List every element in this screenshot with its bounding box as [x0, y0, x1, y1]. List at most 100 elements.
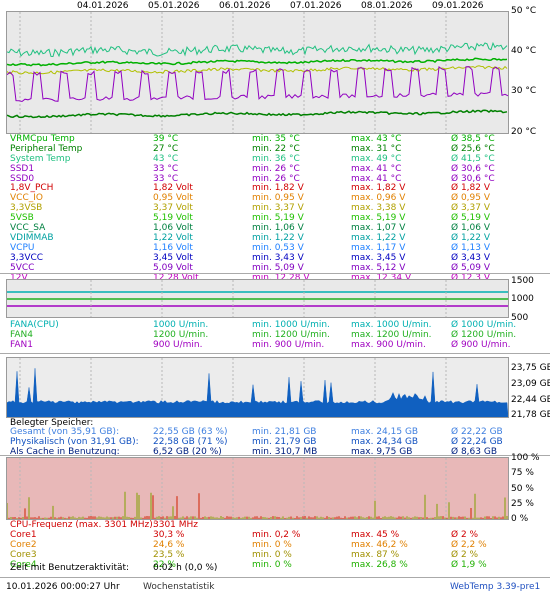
- sensor-min: min. 0 %: [252, 560, 292, 570]
- sensor-max: max. 5,19 V: [351, 213, 406, 223]
- sensor-max: max. 1,82 V: [351, 183, 406, 193]
- sensor-max: max. 3,38 V: [351, 203, 406, 213]
- sensor-min: min. 1,22 V: [252, 233, 304, 243]
- weekly-stats-link[interactable]: Wochenstatistik: [143, 582, 215, 592]
- sensor-name: Core1: [10, 530, 37, 540]
- sensor-name: Als Cache in Benutzung:: [10, 447, 120, 457]
- sensor-avg: Ø 25,6 °C: [451, 144, 495, 154]
- sensor-val: 30,3 %: [153, 530, 185, 540]
- sensor-max: max. 46,2 %: [351, 540, 408, 550]
- sensor-min: min. 22 °C: [252, 144, 300, 154]
- sensor-max: max. 5,12 V: [351, 263, 406, 273]
- temp-axis-label: 50 °C: [511, 6, 537, 16]
- sensor-max: max. 49 °C: [351, 154, 402, 164]
- sensor-val: 23,5 %: [153, 550, 185, 560]
- sensor-name: VDIMMAB: [10, 233, 54, 243]
- sensor-avg: Ø 3,37 V: [451, 203, 491, 213]
- sensor-name: SSD1: [10, 164, 35, 174]
- sensor-max: max. 45 %: [351, 530, 400, 540]
- sensor-max: max. 1200 U/min.: [351, 330, 432, 340]
- date-label: 06.01.2026: [219, 1, 271, 11]
- version-link[interactable]: WebTemp 3.39-pre1: [450, 582, 541, 592]
- sensor-val: 1200 U/min.: [153, 330, 209, 340]
- sensor-val: 0,95 Volt: [153, 193, 193, 203]
- sensor-name: VCPU: [10, 243, 35, 253]
- sensor-max: max. 87 %: [351, 550, 400, 560]
- sensor-name: 3,3VSB: [10, 203, 43, 213]
- sensor-max: max. 1,07 V: [351, 223, 406, 233]
- sensor-max: max. 9,75 GB: [351, 447, 413, 457]
- cpu-frequency-label: CPU-Frequenz (max. 3301 MHz):: [10, 520, 156, 530]
- sensor-min: min. 21,81 GB: [252, 427, 317, 437]
- date-header: 04.01.2026 05.01.2026 06.01.2026 07.01.2…: [0, 1, 550, 11]
- cpu-axis-label: 100 %: [511, 453, 540, 463]
- sensor-min: min. 21,79 GB: [252, 437, 317, 447]
- sensor-avg: Ø 30,6 °C: [451, 164, 495, 174]
- sensor-avg: Ø 5,09 V: [451, 263, 491, 273]
- sensor-val: 27 °C: [153, 144, 179, 154]
- sensor-min: min. 12,28 V: [252, 273, 310, 283]
- sensor-max: max. 41 °C: [351, 164, 402, 174]
- fan-plot: [7, 280, 508, 317]
- sensor-min: min. 5,19 V: [252, 213, 304, 223]
- sensor-val: 39 °C: [153, 134, 179, 144]
- sensor-name: FAN4: [10, 330, 33, 340]
- memory-header: Belegter Speicher:: [10, 418, 94, 428]
- sensor-val: 22,55 GB (63 %): [153, 427, 228, 437]
- activity-value: 0:02 h (0,0 %): [153, 563, 218, 573]
- sensor-avg: Ø 1,13 V: [451, 243, 491, 253]
- sensor-val: 33 °C: [153, 164, 179, 174]
- sensor-avg: Ø 3,43 V: [451, 253, 491, 263]
- mem-axis-label: 22,44 GB: [511, 395, 550, 405]
- sensor-avg: Ø 1200 U/min.: [451, 330, 517, 340]
- sensor-name: VCC_IO: [10, 193, 43, 203]
- sensor-max: max. 26,8 %: [351, 560, 408, 570]
- fan-axis-label: 1000: [511, 294, 534, 304]
- sensor-avg: Ø 5,19 V: [451, 213, 491, 223]
- sensor-min: min. 36 °C: [252, 154, 300, 164]
- cpu-axis-label: 50 %: [511, 484, 534, 494]
- fan-chart: [6, 279, 509, 318]
- sensor-val: 22,58 GB (71 %): [153, 437, 228, 447]
- sensor-avg: Ø 8,63 GB: [451, 447, 497, 457]
- sensor-name: VCC_SA: [10, 223, 46, 233]
- sensor-max: max. 31 °C: [351, 144, 402, 154]
- temperature-chart: [6, 11, 509, 134]
- cpu-axis-label: 25 %: [511, 499, 534, 509]
- sensor-name: FAN1: [10, 340, 33, 350]
- sensor-min: min. 3,43 V: [252, 253, 304, 263]
- sensor-max: max. 900 U/min.: [351, 340, 426, 350]
- sensor-name: 12V: [10, 273, 28, 283]
- sensor-avg: Ø 1000 U/min.: [451, 320, 517, 330]
- sensor-val: 12,28 Volt: [153, 273, 199, 283]
- memory-plot: [7, 358, 508, 417]
- sensor-min: min. 1,82 V: [252, 183, 304, 193]
- sensor-name: 5VSB: [10, 213, 34, 223]
- sensor-val: 3,45 Volt: [153, 253, 193, 263]
- sensor-max: max. 24,15 GB: [351, 427, 419, 437]
- sensor-min: min. 0,95 V: [252, 193, 304, 203]
- sensor-val: 5,19 Volt: [153, 213, 193, 223]
- sensor-min: min. 1200 U/min.: [252, 330, 330, 340]
- temp-axis-label: 20 °C: [511, 127, 537, 137]
- sensor-val: 1000 U/min.: [153, 320, 209, 330]
- date-label: 09.01.2026: [432, 1, 484, 11]
- sensor-val: 3,37 Volt: [153, 203, 193, 213]
- mem-axis-label: 21,78 GB: [511, 410, 550, 420]
- sensor-avg: Ø 2 %: [451, 550, 479, 560]
- sensor-val: 6,52 GB (20 %): [153, 447, 222, 457]
- date-label: 08.01.2026: [361, 1, 413, 11]
- temp-axis-label: 40 °C: [511, 46, 537, 56]
- cpu-frequency-value: 3301 MHz: [153, 520, 199, 530]
- sensor-name: 1,8V_PCH: [10, 183, 54, 193]
- sensor-avg: Ø 22,22 GB: [451, 427, 503, 437]
- sensor-avg: Ø 12,3 V: [451, 273, 491, 283]
- sensor-max: max. 1000 U/min.: [351, 320, 432, 330]
- sensor-avg: Ø 38,5 °C: [451, 134, 495, 144]
- sensor-min: min. 900 U/min.: [252, 340, 325, 350]
- sensor-max: max. 1,17 V: [351, 243, 406, 253]
- sensor-min: min. 0 %: [252, 540, 292, 550]
- activity-label: Zeit mit Benutzeraktivität:: [10, 563, 130, 573]
- sensor-min: min. 5,09 V: [252, 263, 304, 273]
- sensor-min: min. 310,7 MB: [252, 447, 318, 457]
